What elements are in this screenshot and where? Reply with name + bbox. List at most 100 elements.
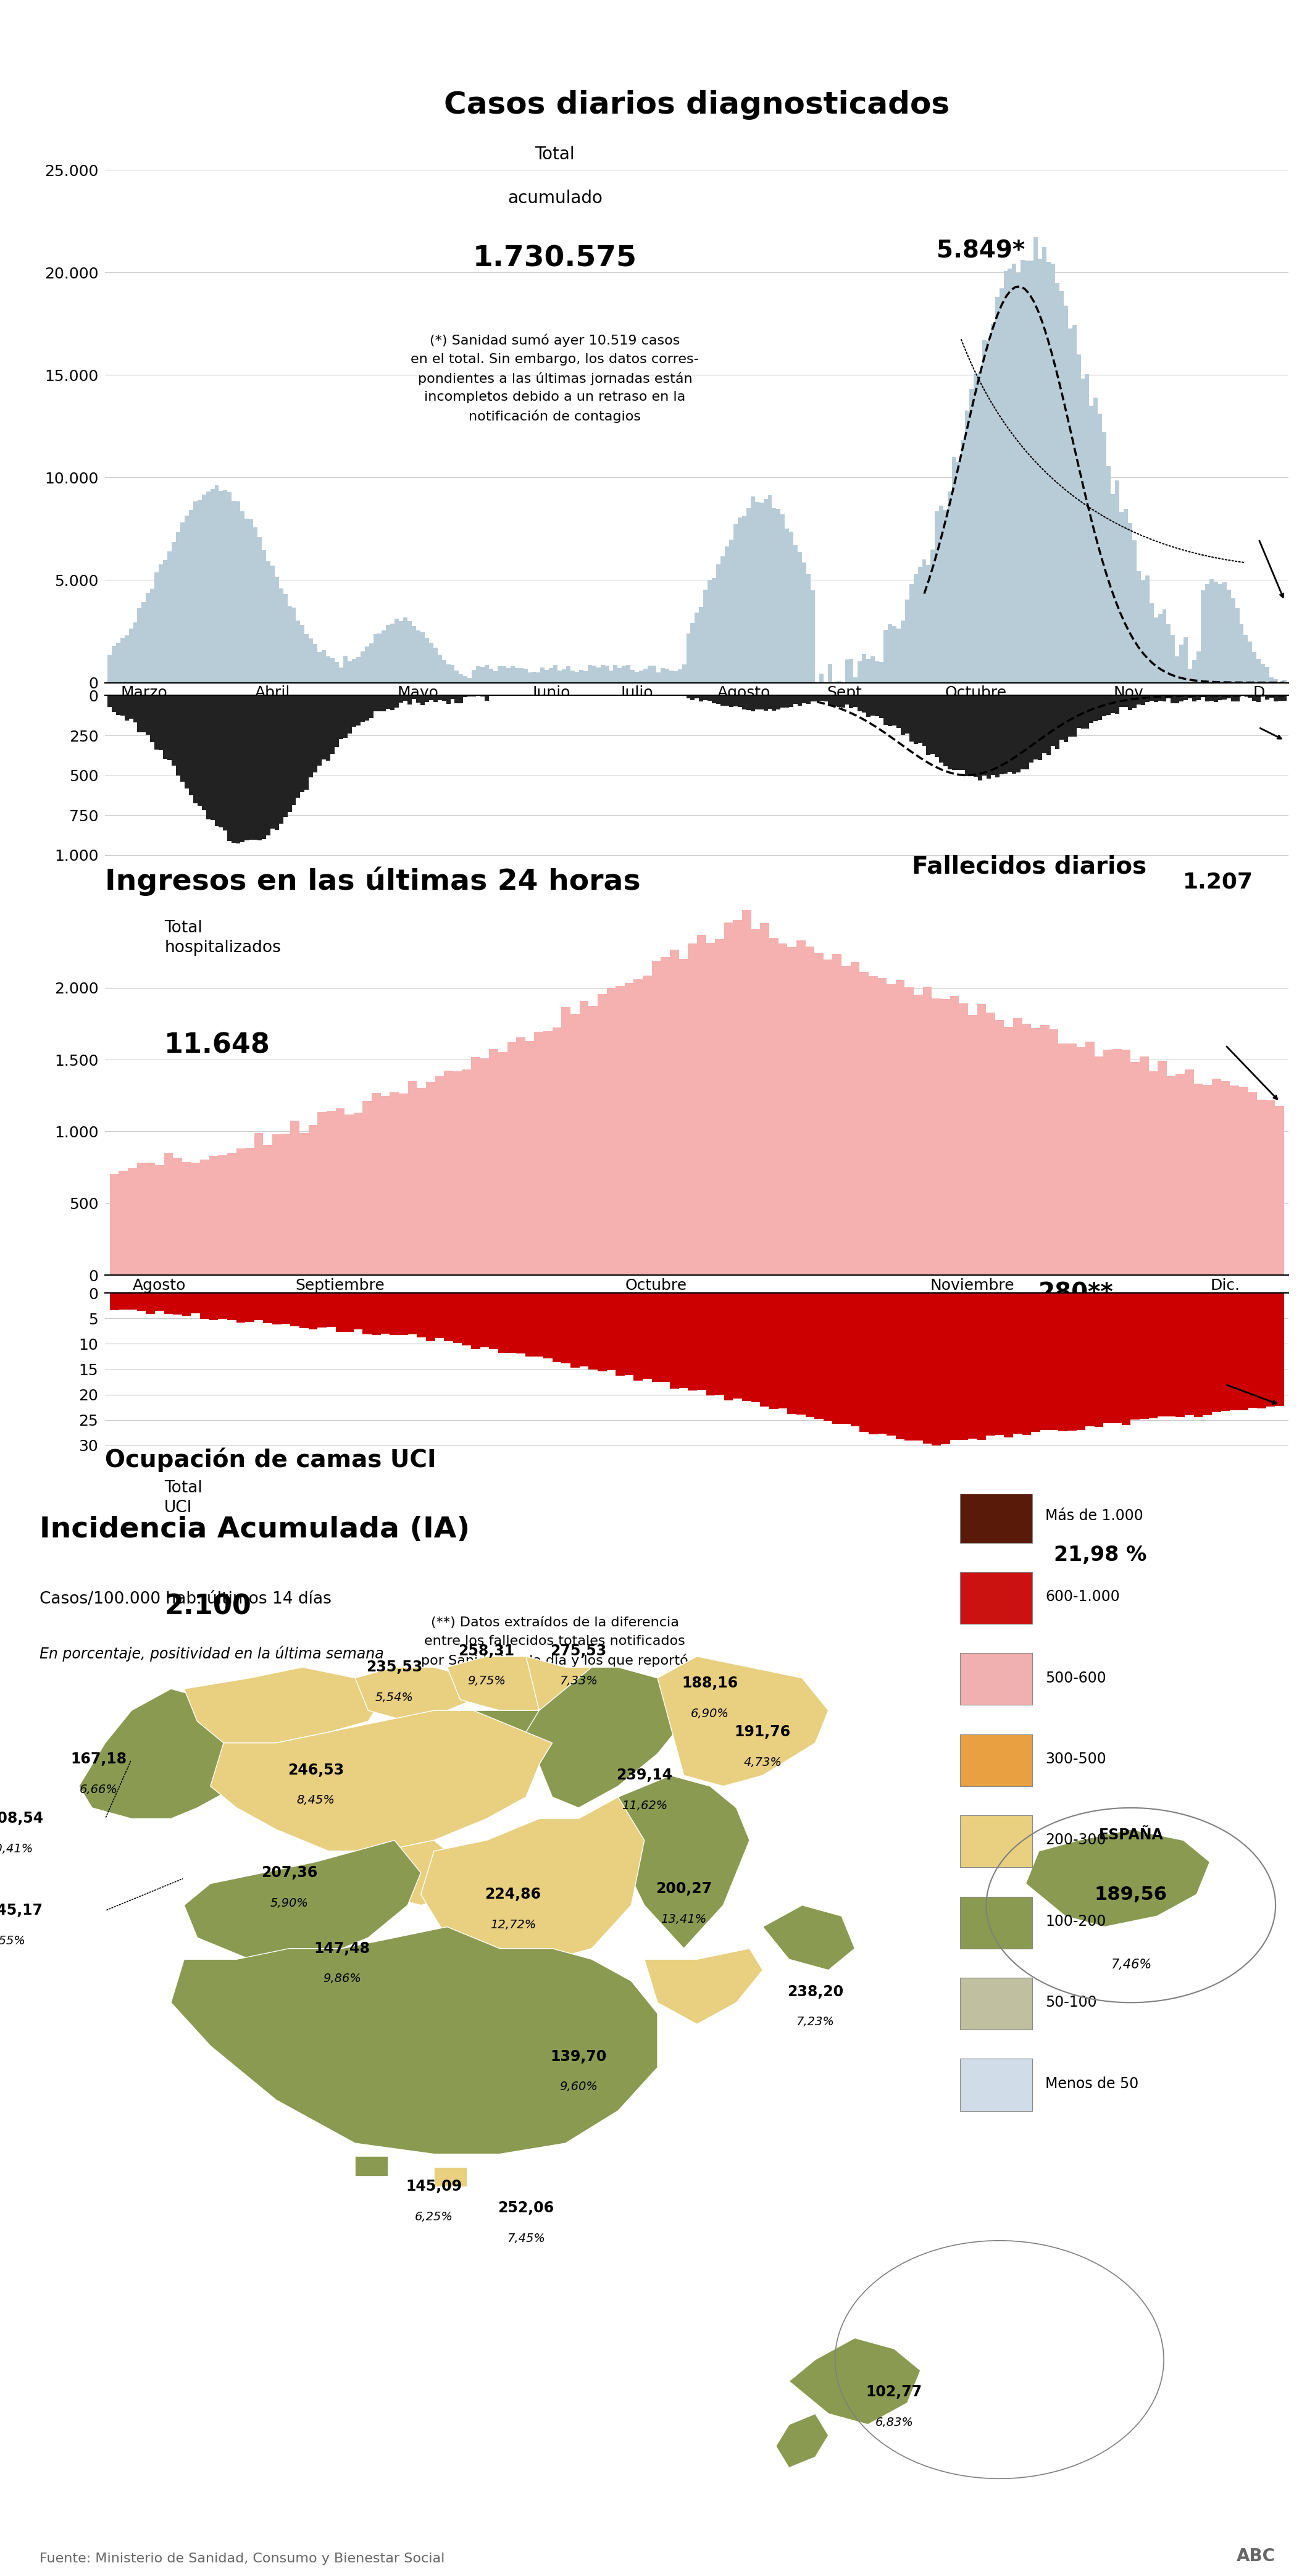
Bar bbox=[1170, 696, 1176, 703]
Bar bbox=[1030, 696, 1034, 762]
Bar bbox=[615, 1293, 625, 1376]
Bar bbox=[1266, 1100, 1276, 1275]
Text: 145,09: 145,09 bbox=[406, 2179, 462, 2195]
Bar bbox=[454, 1293, 462, 1342]
Bar bbox=[373, 634, 377, 683]
Bar bbox=[814, 953, 823, 1275]
Bar bbox=[1131, 1061, 1140, 1275]
Bar bbox=[1244, 634, 1248, 683]
Bar bbox=[707, 696, 711, 701]
Bar bbox=[370, 644, 373, 683]
Bar bbox=[142, 603, 146, 683]
Bar bbox=[1265, 667, 1269, 683]
Bar bbox=[1166, 1077, 1176, 1275]
Bar bbox=[832, 953, 842, 1275]
Bar bbox=[1013, 263, 1016, 683]
Text: 246,53: 246,53 bbox=[288, 1762, 343, 1777]
Bar bbox=[949, 1293, 959, 1440]
Bar bbox=[1059, 1043, 1068, 1275]
Bar bbox=[729, 541, 734, 683]
Bar bbox=[956, 461, 961, 683]
Bar bbox=[279, 696, 283, 824]
Bar bbox=[485, 665, 489, 683]
Bar bbox=[961, 696, 965, 770]
Bar bbox=[690, 623, 694, 683]
Bar bbox=[381, 1293, 389, 1334]
Bar bbox=[425, 696, 429, 701]
Bar bbox=[442, 659, 446, 683]
Bar bbox=[982, 696, 986, 775]
Bar bbox=[471, 1056, 480, 1275]
Bar bbox=[769, 1293, 778, 1409]
Bar bbox=[1282, 696, 1286, 701]
Bar bbox=[210, 696, 214, 819]
Bar bbox=[1187, 670, 1193, 683]
Bar bbox=[1222, 582, 1227, 683]
Text: Total
hospitalizados: Total hospitalizados bbox=[164, 920, 281, 956]
Text: 500-600: 500-600 bbox=[1045, 1672, 1106, 1685]
Bar bbox=[999, 696, 1003, 775]
Bar bbox=[1176, 1293, 1185, 1417]
Bar bbox=[931, 696, 935, 755]
Bar bbox=[209, 1157, 218, 1275]
Bar bbox=[343, 657, 347, 683]
Bar bbox=[1055, 696, 1060, 750]
Bar bbox=[489, 1048, 498, 1275]
Bar bbox=[237, 1149, 245, 1275]
Bar bbox=[1239, 623, 1244, 683]
Polygon shape bbox=[421, 1798, 644, 1960]
Bar bbox=[1210, 696, 1214, 701]
Bar bbox=[1157, 1293, 1166, 1417]
Bar bbox=[517, 1293, 525, 1352]
Bar bbox=[291, 1121, 300, 1275]
Bar bbox=[960, 1978, 1032, 2030]
Polygon shape bbox=[473, 1710, 552, 1744]
Bar bbox=[360, 652, 364, 683]
Text: 300-500: 300-500 bbox=[1045, 1752, 1106, 1767]
Bar bbox=[480, 667, 485, 683]
Bar bbox=[840, 696, 846, 708]
Bar bbox=[990, 325, 995, 683]
Bar bbox=[544, 670, 550, 683]
Bar bbox=[1227, 696, 1231, 698]
Bar bbox=[1261, 665, 1265, 683]
Bar bbox=[116, 641, 120, 683]
Bar bbox=[1055, 283, 1060, 683]
Bar bbox=[1166, 1293, 1176, 1417]
Bar bbox=[960, 1734, 1032, 1785]
Bar bbox=[1038, 696, 1041, 760]
Bar bbox=[429, 644, 433, 683]
Bar bbox=[867, 659, 871, 683]
Bar bbox=[857, 696, 863, 711]
Bar bbox=[184, 515, 189, 683]
Bar bbox=[914, 696, 918, 744]
Bar bbox=[571, 1015, 580, 1275]
Bar bbox=[871, 696, 874, 716]
Bar bbox=[1031, 1293, 1040, 1432]
Bar bbox=[197, 500, 201, 683]
Bar bbox=[874, 696, 880, 716]
Bar bbox=[1106, 466, 1111, 683]
Bar bbox=[435, 1293, 444, 1340]
Bar bbox=[339, 696, 343, 739]
Text: 13,41%: 13,41% bbox=[661, 1914, 706, 1924]
Bar bbox=[335, 1293, 345, 1332]
Bar bbox=[639, 670, 643, 683]
Bar bbox=[846, 659, 849, 683]
Bar bbox=[969, 389, 973, 683]
Bar bbox=[1020, 260, 1024, 683]
Bar bbox=[258, 696, 262, 840]
Bar bbox=[751, 696, 755, 711]
Bar bbox=[189, 510, 193, 683]
Text: 8,45%: 8,45% bbox=[296, 1795, 335, 1806]
Bar bbox=[377, 634, 381, 683]
Bar bbox=[1013, 1293, 1022, 1432]
Bar bbox=[660, 667, 665, 683]
Bar bbox=[309, 696, 313, 778]
Bar bbox=[1064, 307, 1068, 683]
Bar bbox=[819, 672, 823, 683]
Bar bbox=[734, 523, 738, 683]
Text: ESPAÑA: ESPAÑA bbox=[1098, 1826, 1164, 1842]
Bar bbox=[956, 696, 961, 770]
Bar bbox=[206, 492, 210, 683]
